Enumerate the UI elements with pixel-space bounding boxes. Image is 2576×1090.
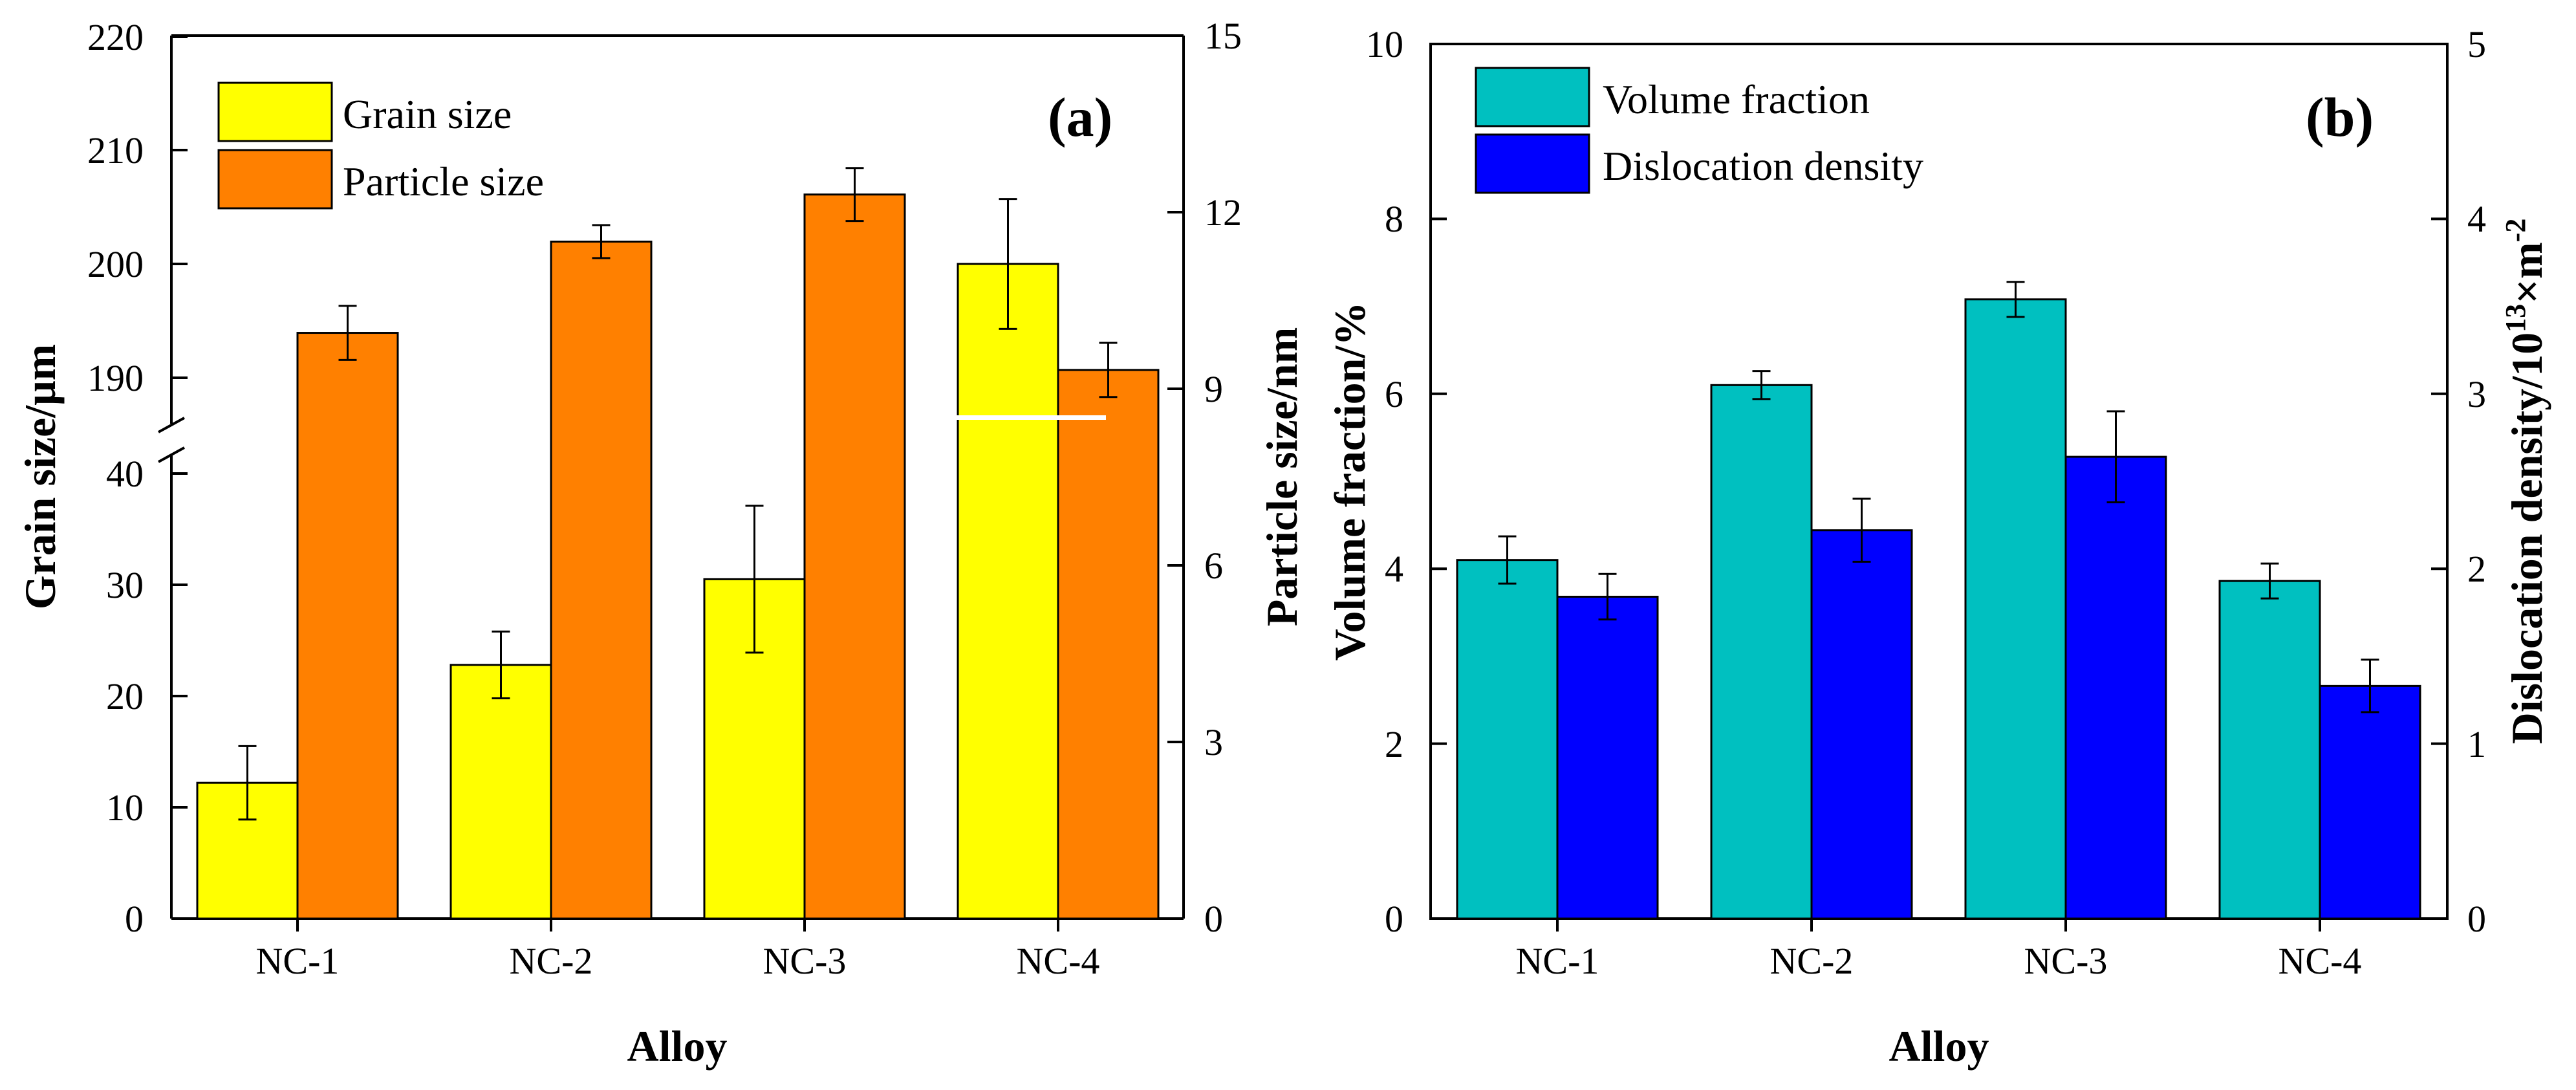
x-tick-label: NC-1: [256, 940, 340, 982]
left-tick-label: 10: [1366, 23, 1403, 65]
legend-swatch: [1475, 133, 1590, 194]
left-tick-label: 200: [87, 243, 144, 285]
x-tick-label: NC-4: [2278, 940, 2362, 982]
bar: [1710, 384, 1813, 920]
panel-a: 0 10 20 30 40 190 200 210 220 0 3: [16, 15, 1306, 1071]
legend-label: Volume fraction: [1603, 76, 1870, 122]
left-ticks: 0 2 4 6 8 10: [1366, 23, 1447, 940]
panel-label: (a): [1048, 86, 1112, 148]
legend-swatch: [217, 82, 333, 142]
left-tick-label: 0: [125, 898, 144, 940]
x-tick-label: NC-2: [510, 940, 593, 982]
right-tick-label: 0: [1204, 898, 1223, 940]
y-label-prefix: Dislocation density/10: [2502, 332, 2551, 745]
right-tick-label: 1: [2467, 723, 2486, 765]
x-tick-label: NC-2: [1770, 940, 1854, 982]
bar: [2218, 580, 2321, 920]
right-tick-label: 12: [1204, 191, 1242, 234]
left-tick-label: 20: [106, 675, 144, 717]
right-tick-label: 4: [2467, 198, 2486, 240]
bar: [1556, 595, 1659, 920]
y-axis-label-right: Particle size/nm: [1257, 327, 1306, 627]
legend-label: Dislocation density: [1603, 143, 1923, 189]
left-tick-label: 0: [1385, 898, 1403, 940]
y-label-exponent-2: -2: [2500, 219, 2531, 243]
right-tick-label: 5: [2467, 23, 2486, 65]
legend-label: Particle size: [343, 158, 544, 204]
bar: [2319, 684, 2421, 920]
right-ticks: 0 1 2 3 4 5: [2431, 23, 2486, 940]
right-tick-label: 3: [1204, 721, 1223, 763]
x-axis-label: Alloy: [1889, 1021, 1989, 1071]
bar: [803, 193, 906, 920]
bar: [550, 241, 653, 920]
x-tick-label: NC-1: [1516, 940, 1599, 982]
bar: [2064, 455, 2167, 920]
left-ticks-lower: 0 10 20 30 40: [106, 453, 188, 940]
panel-label: (b): [2306, 86, 2374, 148]
right-ticks: 0 3 6 9 12 15: [1167, 15, 1242, 940]
left-ticks-upper: 190 200 210 220: [87, 16, 188, 399]
left-tick-label: 10: [106, 787, 144, 829]
left-tick-label: 6: [1385, 373, 1403, 415]
panel-b: 0 2 4 6 8 10 0 1 2 3 4 5 NC-1 NC: [1325, 23, 2551, 1071]
left-tick-label: 220: [87, 16, 144, 58]
bar: [1456, 559, 1559, 920]
left-tick-label: 40: [106, 453, 144, 495]
y-axis-label-right: Dislocation density/1013×m-2: [2500, 219, 2551, 745]
x-ticks: NC-1 NC-2 NC-3 NC-4: [1516, 919, 2362, 982]
x-ticks: NC-1 NC-2 NC-3 NC-4: [256, 919, 1100, 982]
x-tick-label: NC-3: [2024, 940, 2108, 982]
left-tick-label: 30: [106, 564, 144, 606]
left-tick-label: 210: [87, 129, 144, 171]
x-tick-label: NC-3: [763, 940, 847, 982]
left-tick-label: 4: [1385, 548, 1403, 590]
left-tick-label: 2: [1385, 723, 1403, 765]
bar: [1964, 298, 2067, 920]
y-label-unit: ×m: [2502, 242, 2551, 303]
y-axis-label-left: Volume fraction/%: [1325, 302, 1374, 661]
right-tick-label: 3: [2467, 373, 2486, 415]
legend: Volume fraction Dislocation density: [1475, 67, 1923, 194]
legend: Grain size Particle size: [217, 82, 544, 210]
bar: [957, 263, 1059, 920]
right-tick-label: 15: [1204, 15, 1242, 57]
right-tick-label: 2: [2467, 548, 2486, 590]
plot-frame: [1429, 43, 2449, 920]
left-tick-label: 8: [1385, 198, 1403, 240]
legend-swatch: [1475, 67, 1590, 127]
axis-break-gap: [951, 415, 1106, 420]
left-tick-label: 190: [87, 357, 144, 399]
legend-label: Grain size: [343, 91, 512, 137]
x-axis-label: Alloy: [627, 1021, 728, 1071]
x-tick-label: NC-4: [1017, 940, 1100, 982]
right-tick-label: 9: [1204, 368, 1223, 410]
right-tick-label: 0: [2467, 898, 2486, 940]
bar: [1057, 369, 1160, 920]
bar: [449, 664, 552, 920]
bar: [1810, 529, 1913, 920]
legend-swatch: [217, 149, 333, 210]
y-axis-label-left: Grain size/μm: [16, 344, 65, 610]
y-label-exponent-1: 13: [2500, 304, 2531, 332]
bar: [296, 332, 399, 920]
right-tick-label: 6: [1204, 545, 1223, 587]
